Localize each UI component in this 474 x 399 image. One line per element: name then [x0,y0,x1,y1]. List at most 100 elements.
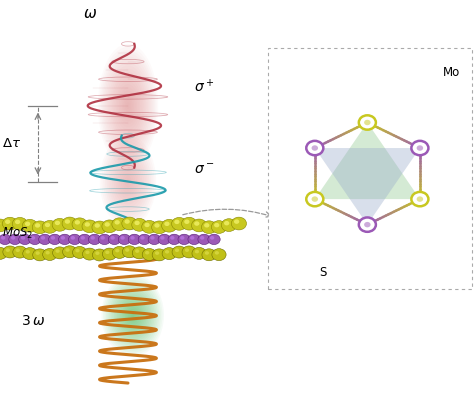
Circle shape [148,234,160,245]
Text: $\sigma^-$: $\sigma^-$ [194,162,215,177]
Text: S: S [319,266,327,279]
Circle shape [168,234,180,245]
Circle shape [99,234,111,245]
Circle shape [91,236,95,240]
Circle shape [138,234,151,245]
Circle shape [174,220,180,224]
Circle shape [16,249,20,252]
Circle shape [23,248,37,260]
Circle shape [155,223,160,228]
Circle shape [31,236,35,240]
Circle shape [204,223,210,227]
Circle shape [214,223,219,227]
Circle shape [75,249,80,253]
Circle shape [19,234,31,245]
Circle shape [52,218,67,231]
Circle shape [188,234,200,245]
Circle shape [130,236,135,240]
Circle shape [160,236,164,240]
Circle shape [162,219,177,232]
Circle shape [42,221,57,233]
Text: Mo: Mo [443,66,460,79]
Circle shape [208,234,220,245]
Circle shape [95,223,100,228]
Circle shape [135,249,139,253]
Circle shape [224,221,229,225]
Circle shape [65,219,70,224]
Circle shape [59,234,71,245]
Circle shape [0,219,8,232]
Circle shape [55,249,60,253]
Circle shape [36,251,40,255]
Circle shape [22,219,37,232]
Circle shape [150,236,155,240]
Circle shape [105,222,110,227]
Circle shape [95,251,100,255]
Circle shape [25,221,30,226]
Circle shape [73,247,87,259]
Circle shape [190,236,194,240]
Circle shape [215,251,219,255]
Circle shape [85,251,90,254]
Circle shape [152,221,167,234]
Circle shape [6,248,10,252]
Circle shape [125,248,129,252]
Circle shape [26,250,30,254]
Circle shape [46,251,50,255]
Text: $\omega$: $\omega$ [83,6,97,21]
Circle shape [359,115,376,130]
Circle shape [71,236,75,240]
Circle shape [210,236,214,240]
Circle shape [82,248,97,260]
Circle shape [195,250,199,253]
Bar [268,48,472,289]
Circle shape [417,196,423,202]
Text: $\sigma^+$: $\sigma^+$ [194,78,215,96]
Circle shape [142,221,157,233]
Circle shape [201,221,217,233]
Circle shape [170,236,174,240]
Circle shape [112,218,127,231]
Circle shape [411,141,428,155]
Circle shape [11,236,15,240]
Circle shape [28,234,41,245]
Circle shape [417,145,423,151]
Circle shape [53,247,67,259]
Circle shape [364,120,371,125]
Circle shape [110,236,115,240]
Circle shape [115,220,120,225]
Circle shape [135,221,140,225]
Text: MoS$_2$: MoS$_2$ [2,226,34,241]
Circle shape [2,217,18,230]
Circle shape [180,236,184,240]
Circle shape [115,249,119,253]
Circle shape [155,251,159,255]
Circle shape [132,247,146,259]
Circle shape [61,236,65,240]
Circle shape [15,220,20,224]
Circle shape [88,234,100,245]
Circle shape [41,236,45,240]
Circle shape [0,234,11,245]
Polygon shape [315,148,420,225]
Circle shape [38,234,51,245]
Circle shape [145,223,150,227]
Circle shape [9,234,21,245]
Circle shape [65,248,70,252]
Circle shape [158,234,171,245]
Circle shape [165,250,169,254]
Circle shape [202,249,216,261]
Circle shape [82,220,97,233]
Text: $3\,\omega$: $3\,\omega$ [21,314,46,328]
Circle shape [122,246,137,258]
Circle shape [100,236,105,240]
Circle shape [69,234,81,245]
Circle shape [112,247,127,259]
Circle shape [0,247,7,259]
Circle shape [132,218,147,231]
Polygon shape [315,122,420,199]
Circle shape [108,234,120,245]
Circle shape [152,249,166,261]
Circle shape [164,221,170,226]
Circle shape [125,219,130,224]
